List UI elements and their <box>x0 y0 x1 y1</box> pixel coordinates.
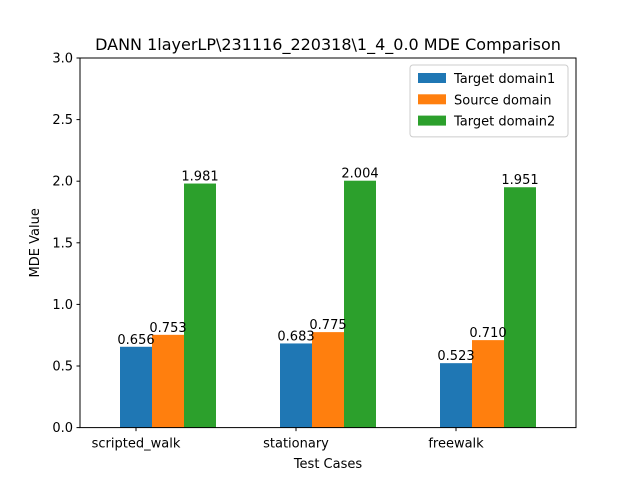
y-tick-label: 1.5 <box>52 236 73 251</box>
bar <box>344 180 376 428</box>
y-tick-label: 2.0 <box>52 175 73 190</box>
legend-frame <box>409 64 569 138</box>
y-axis-label: MDE Value <box>28 208 43 277</box>
bar <box>184 183 216 428</box>
bar <box>120 346 152 428</box>
x-tick-label: scripted_walk <box>92 437 181 452</box>
chart-title: DANN 1layerLP\231116_220318\1_4_0.0 MDE … <box>95 35 561 55</box>
bar <box>312 332 344 428</box>
data-label: 0.775 <box>309 318 346 333</box>
bar <box>472 340 504 428</box>
legend-swatch <box>418 115 446 126</box>
data-label: 1.981 <box>181 170 218 185</box>
legend-label: Target domain1 <box>453 72 555 87</box>
x-axis-label: Test Cases <box>293 457 363 472</box>
bar-group <box>120 180 536 428</box>
data-label: 2.004 <box>341 167 378 182</box>
legend-swatch <box>418 73 446 83</box>
legend-swatch <box>418 94 446 105</box>
data-label: 0.683 <box>277 329 314 344</box>
data-label: 1.951 <box>501 173 538 188</box>
y-tick-label: 2.5 <box>52 113 73 128</box>
data-label: 0.656 <box>117 333 154 348</box>
data-label: 0.753 <box>149 321 186 336</box>
bar <box>440 363 472 428</box>
legend: Target domain1 Source domain Target domain… <box>409 64 569 138</box>
y-axis: 0.0 0.5 1.0 1.5 2.0 2.5 3.0 <box>52 52 80 436</box>
x-axis: scripted_walk stationary freewalk <box>92 427 484 452</box>
y-tick-label: 0.5 <box>52 360 73 375</box>
y-tick-label: 0.0 <box>52 421 73 436</box>
bar <box>504 187 536 428</box>
bar <box>280 343 312 428</box>
y-tick-label: 3.0 <box>52 52 73 67</box>
x-tick-label: stationary <box>263 437 329 452</box>
legend-label: Target domain2 <box>453 115 555 130</box>
y-tick-label: 1.0 <box>52 298 73 313</box>
data-label: 0.710 <box>469 326 506 341</box>
x-tick-label: freewalk <box>428 437 484 452</box>
bar <box>152 334 184 428</box>
plot-frame <box>79 57 577 429</box>
data-label-group: 0.656 0.683 0.523 0.753 0.775 0.710 1.981 2.004… <box>117 167 538 364</box>
data-label: 0.523 <box>437 349 474 364</box>
legend-label: Source domain <box>454 93 551 108</box>
